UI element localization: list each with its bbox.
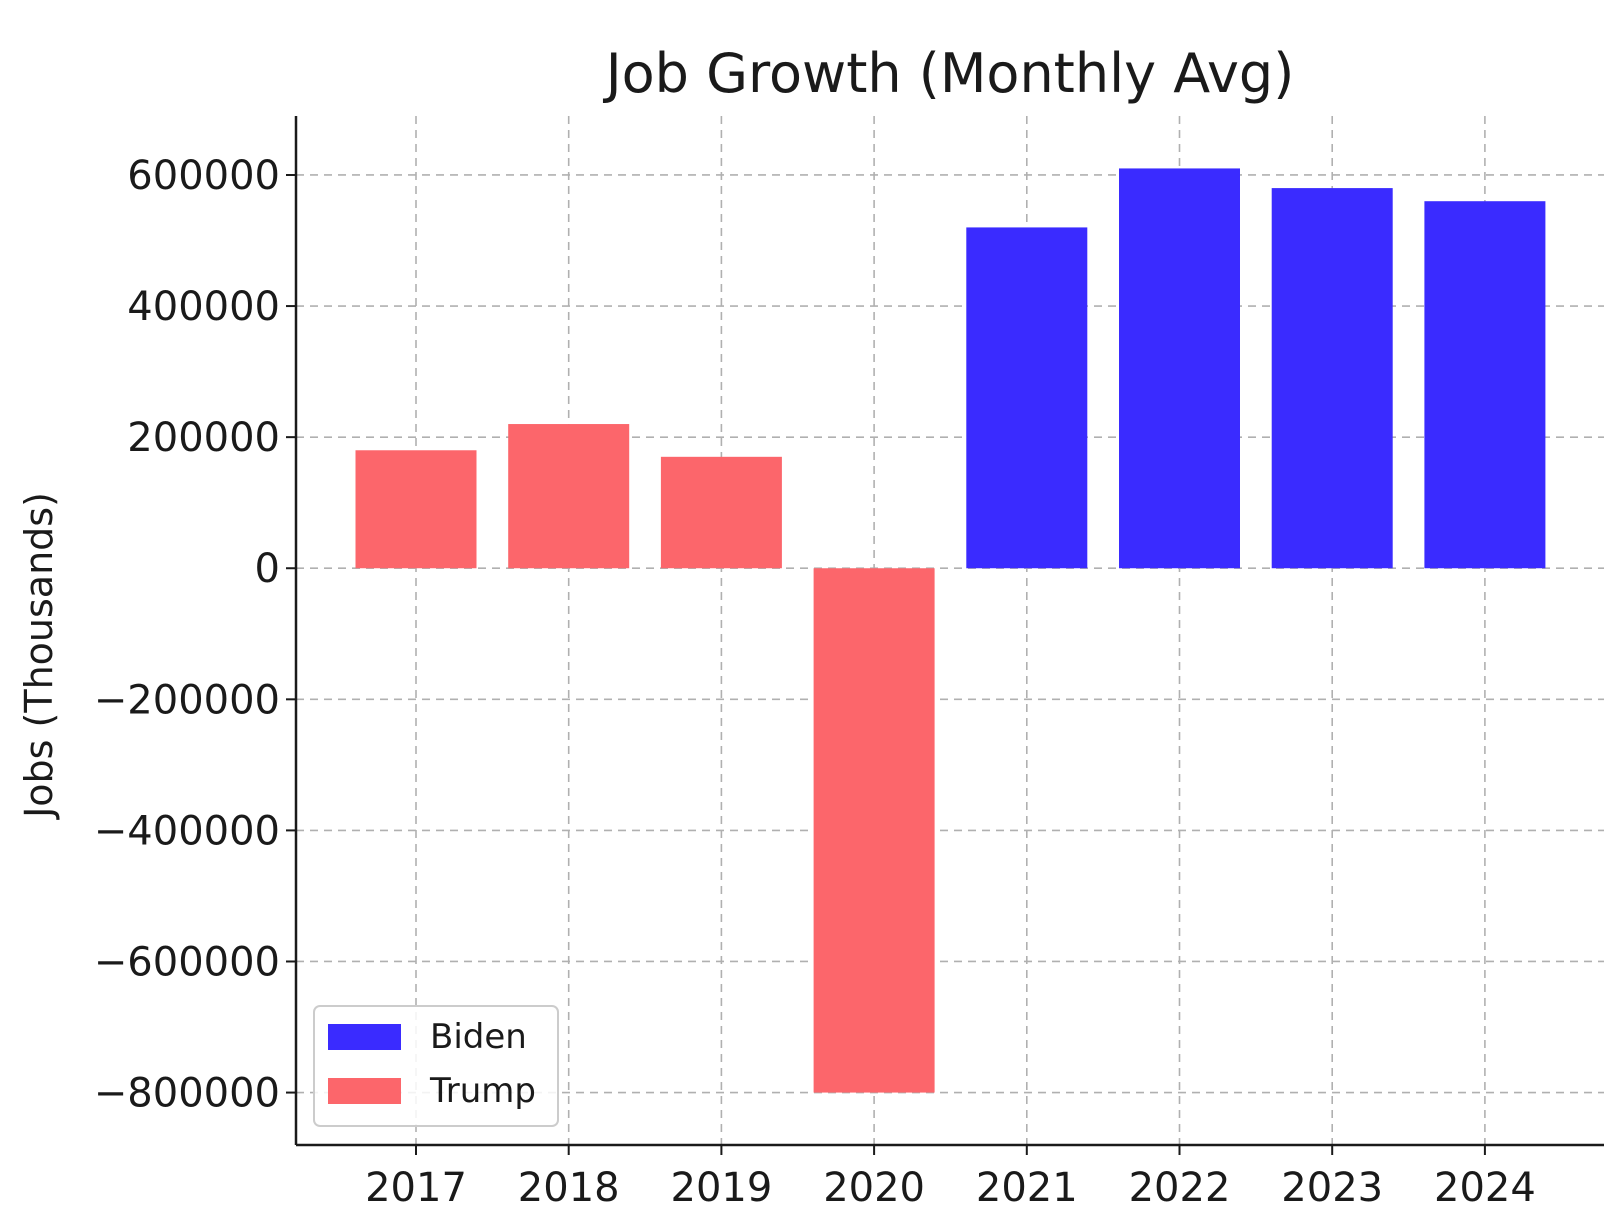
x-tick-label: 2019: [671, 1165, 773, 1211]
bar-2021: [966, 227, 1088, 569]
legend-swatch-biden: [328, 1024, 401, 1050]
y-tick-label: −600000: [94, 939, 280, 985]
y-tick-label: 200000: [127, 415, 280, 461]
bar-2019: [660, 456, 782, 569]
legend-label-trump: Trump: [429, 1071, 536, 1111]
y-tick-label: 0: [255, 546, 280, 592]
x-tick-label: 2023: [1281, 1165, 1383, 1211]
bar-2023: [1271, 188, 1393, 569]
legend-swatch-trump: [328, 1078, 401, 1104]
x-tick-label: 2021: [976, 1165, 1078, 1211]
tick-labels: 600000 400000 200000 0 −200000 −400000 −600000…: [94, 153, 1536, 1211]
y-tick-label: 600000: [127, 153, 280, 199]
y-tick-label: −800000: [94, 1071, 280, 1117]
bars: [355, 168, 1546, 1093]
bar-2017: [355, 450, 477, 569]
axes: [286, 116, 1604, 1155]
bar-2024: [1424, 201, 1546, 569]
bar-2018: [508, 424, 630, 569]
x-tick-label: 2020: [823, 1165, 925, 1211]
x-tick-label: 2024: [1434, 1165, 1536, 1211]
y-tick-label: −200000: [94, 677, 280, 723]
x-tick-label: 2017: [365, 1165, 467, 1211]
x-tick-label: 2022: [1129, 1165, 1231, 1211]
grid: [296, 116, 1604, 1145]
chart-title: Job Growth (Monthly Avg): [603, 42, 1295, 105]
legend: Biden Trump: [313, 1005, 559, 1127]
x-tick-label: 2018: [518, 1165, 620, 1211]
legend-label-biden: Biden: [430, 1017, 527, 1057]
y-axis-label: Jobs (Thousands): [17, 492, 61, 820]
bar-2022: [1119, 168, 1240, 569]
y-tick-label: −400000: [94, 808, 280, 854]
bar-2020: [813, 568, 935, 1093]
y-tick-label: 400000: [127, 284, 280, 330]
